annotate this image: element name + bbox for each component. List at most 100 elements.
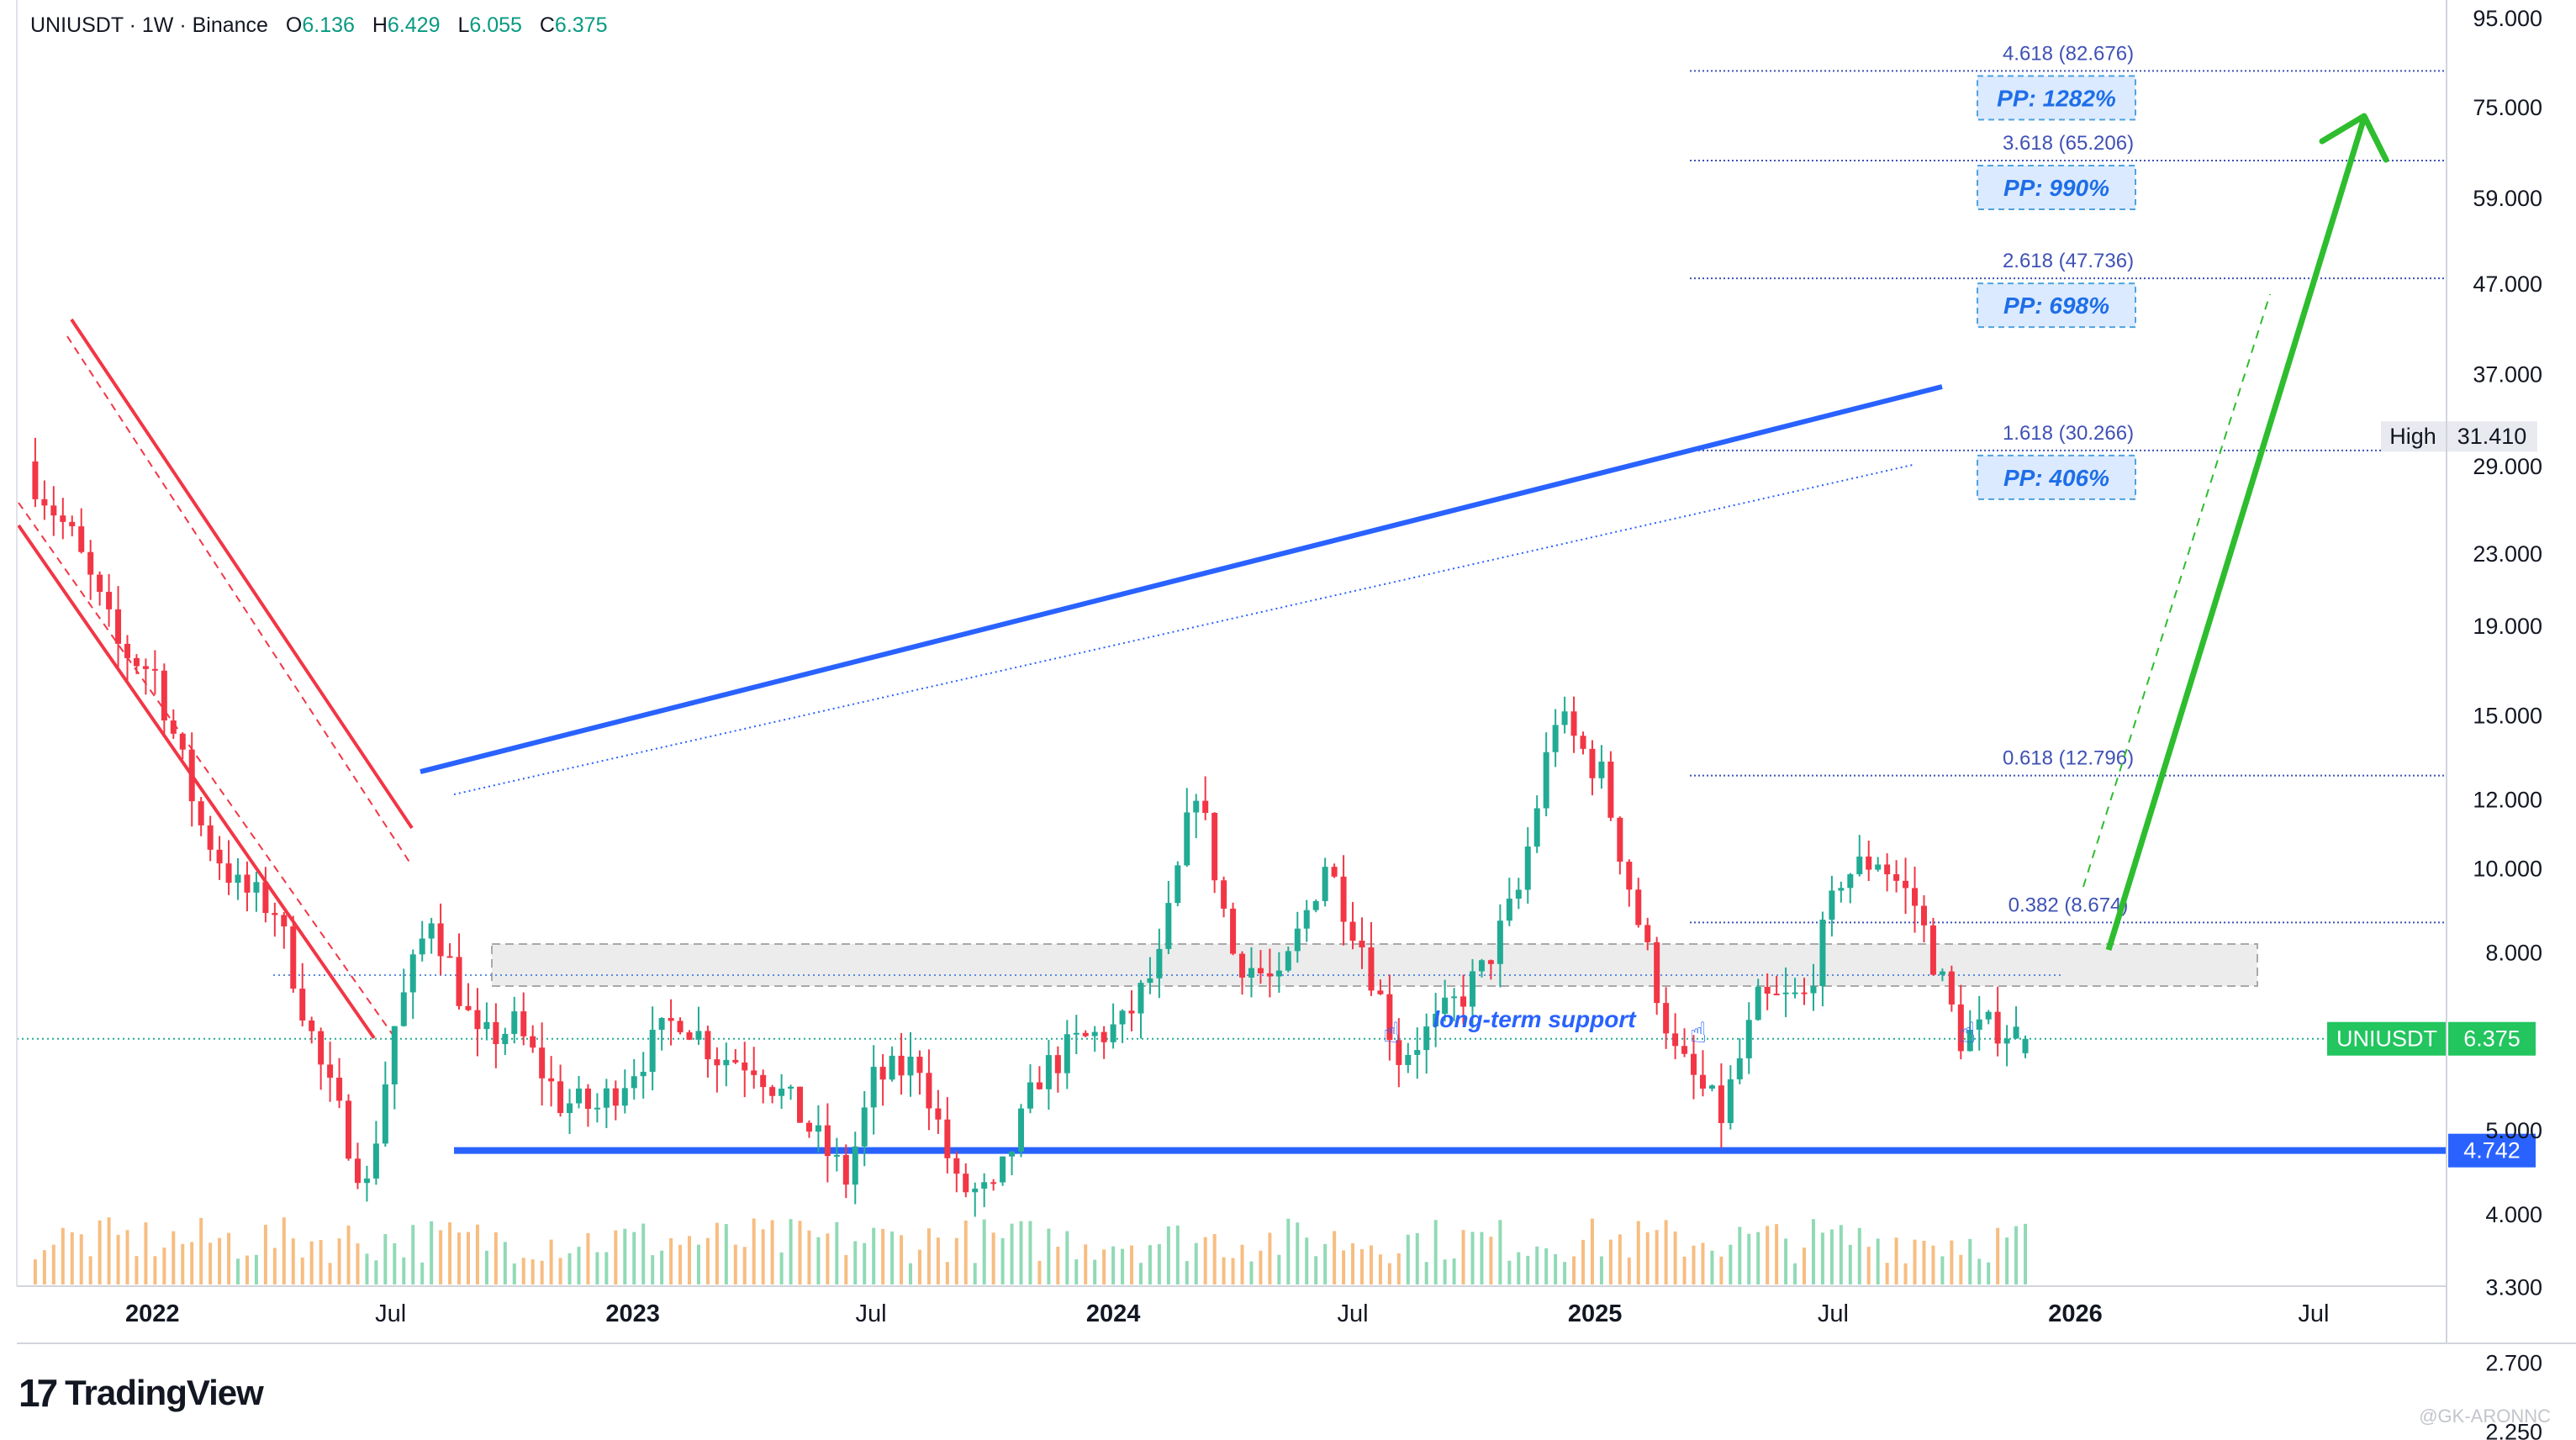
volume-bar xyxy=(227,1232,231,1284)
volume-bar xyxy=(457,1232,462,1284)
candle-down xyxy=(115,609,122,644)
volume-bar xyxy=(1461,1230,1465,1284)
volume-bar xyxy=(88,1256,92,1284)
volume-bar xyxy=(291,1238,295,1284)
tradingview-logo[interactable]: 17 TradingView xyxy=(18,1370,264,1416)
candle-up xyxy=(363,1178,370,1184)
volume-bar xyxy=(1747,1233,1751,1284)
volume-bar xyxy=(365,1253,369,1284)
volume-bar xyxy=(1406,1234,1410,1284)
last-price-tag xyxy=(2448,1021,2536,1056)
candle-up xyxy=(1497,920,1503,964)
volume-bar xyxy=(1157,1244,1161,1284)
pp-box xyxy=(1977,454,2136,500)
candle-down xyxy=(1054,1055,1061,1073)
volume-bar xyxy=(1480,1232,1484,1284)
y-tick-label: 19.000 xyxy=(2473,614,2542,639)
pp-label: PP: 1282% xyxy=(1997,85,2116,111)
candle-up xyxy=(502,1033,509,1045)
volume-bar xyxy=(1682,1256,1687,1284)
candle-down xyxy=(898,1055,905,1076)
candle-up xyxy=(1561,711,1568,725)
volume-bar xyxy=(328,1263,332,1284)
volume-bar xyxy=(116,1234,120,1284)
candle-up xyxy=(1312,900,1319,910)
volume-bar xyxy=(733,1244,737,1284)
candle-up xyxy=(575,1088,582,1104)
candle-up xyxy=(1875,864,1882,870)
candle-down xyxy=(87,551,94,575)
volume-bar xyxy=(1811,1219,1815,1284)
candle-down xyxy=(142,666,149,669)
volume-bar xyxy=(1249,1261,1254,1284)
candle-down xyxy=(1699,1074,1706,1089)
candle-up xyxy=(972,1188,979,1193)
volume-bar xyxy=(991,1232,995,1284)
candle-up xyxy=(1506,898,1512,921)
volume-bar xyxy=(125,1230,129,1284)
candle-up xyxy=(1275,970,1282,977)
volume-bar xyxy=(1231,1258,1235,1284)
volume-bar xyxy=(218,1237,222,1284)
volume-bar xyxy=(1194,1242,1198,1284)
volume-bar xyxy=(420,1262,425,1284)
candle-down xyxy=(225,863,232,884)
pp-label: PP: 990% xyxy=(2003,175,2109,201)
x-tick-label: 2022 xyxy=(125,1300,180,1327)
volume-bar xyxy=(549,1239,553,1284)
candle-down xyxy=(1386,994,1393,1041)
volume-bar xyxy=(1065,1231,1069,1284)
candle-up xyxy=(1248,968,1254,978)
candle-down xyxy=(290,926,297,989)
x-tick-label: 2026 xyxy=(2048,1300,2103,1327)
candle-down xyxy=(1672,1033,1679,1047)
chart-legend: UNIUSDT · 1W · Binance O6.136 H6.429 L6.… xyxy=(30,13,607,38)
x-tick-label: 2025 xyxy=(1568,1300,1623,1327)
projection-dashed-arrow xyxy=(2082,293,2271,888)
candle-down xyxy=(1929,925,1936,975)
candle-up xyxy=(1442,997,1449,1014)
volume-bar xyxy=(1296,1222,1300,1284)
projection-arrow-head xyxy=(2319,113,2389,163)
candle-down xyxy=(1626,862,1633,890)
volume-bar xyxy=(1876,1238,1880,1284)
volume-bar xyxy=(1323,1243,1328,1284)
volume-bar xyxy=(430,1221,434,1284)
candle-down xyxy=(474,1010,481,1030)
candle-down xyxy=(133,657,140,667)
y-tick-label: 37.000 xyxy=(2473,362,2542,388)
volume-bar xyxy=(383,1234,388,1284)
volume-bar xyxy=(411,1225,415,1284)
candle-down xyxy=(705,1031,711,1060)
y-tick-label: 29.000 xyxy=(2473,454,2542,479)
candle-up xyxy=(889,1055,895,1080)
candle-up xyxy=(1414,1050,1421,1055)
y-tick-label: 3.300 xyxy=(2485,1275,2542,1300)
volume-bar xyxy=(439,1230,443,1284)
volume-bar xyxy=(209,1242,213,1284)
fib-level-label: 1.618 (30.266) xyxy=(2003,422,2134,445)
candle-down xyxy=(805,1122,812,1132)
candle-down xyxy=(1036,1082,1043,1089)
y-tick-label: 12.000 xyxy=(2473,788,2542,813)
volume-bar xyxy=(1074,1259,1079,1284)
volume-bar xyxy=(835,1221,839,1284)
candle-down xyxy=(336,1077,343,1101)
candle-up xyxy=(1165,903,1172,949)
volume-bar xyxy=(79,1234,83,1284)
volume-bar xyxy=(789,1219,793,1284)
candle-down xyxy=(151,668,158,671)
volume-bar xyxy=(144,1222,148,1284)
channel-inner-lower xyxy=(18,502,396,1039)
volume-bar xyxy=(558,1258,562,1284)
pp-label: PP: 406% xyxy=(2003,465,2109,491)
resistance-trendline-dotted xyxy=(453,464,1914,795)
candle-down xyxy=(732,1059,739,1063)
volume-bar xyxy=(881,1228,885,1284)
volume-bar xyxy=(1424,1262,1428,1284)
candle-up xyxy=(1110,1024,1116,1042)
x-tick-label: Jul xyxy=(1818,1300,1849,1327)
y-tick-label: 2.250 xyxy=(2485,1420,2542,1440)
volume-bar xyxy=(1286,1218,1291,1284)
